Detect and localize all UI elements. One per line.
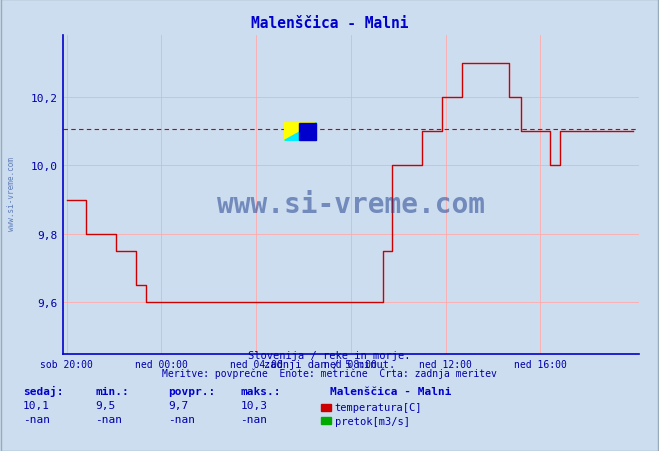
- Text: -nan: -nan: [96, 414, 123, 423]
- Text: -nan: -nan: [241, 414, 268, 423]
- Text: www.si-vreme.com: www.si-vreme.com: [217, 191, 485, 219]
- Text: -nan: -nan: [23, 414, 50, 423]
- Text: www.si-vreme.com: www.si-vreme.com: [7, 157, 16, 231]
- Text: pretok[m3/s]: pretok[m3/s]: [335, 416, 410, 426]
- Text: sedaj:: sedaj:: [23, 386, 63, 396]
- Text: zadnji dan / 5 minut.: zadnji dan / 5 minut.: [264, 359, 395, 369]
- Polygon shape: [285, 124, 316, 141]
- Text: 9,5: 9,5: [96, 400, 116, 410]
- Text: 10,1: 10,1: [23, 400, 50, 410]
- Text: min.:: min.:: [96, 387, 129, 396]
- Text: maks.:: maks.:: [241, 387, 281, 396]
- Text: povpr.:: povpr.:: [168, 387, 215, 396]
- Text: 9,7: 9,7: [168, 400, 188, 410]
- Polygon shape: [299, 124, 316, 141]
- Text: -nan: -nan: [168, 414, 195, 423]
- Text: Meritve: povprečne  Enote: metrične  Črta: zadnja meritev: Meritve: povprečne Enote: metrične Črta:…: [162, 367, 497, 378]
- Text: Malenščica - Malni: Malenščica - Malni: [330, 387, 451, 396]
- Text: Malenščica - Malni: Malenščica - Malni: [251, 16, 408, 31]
- Text: Slovenija / reke in morje.: Slovenija / reke in morje.: [248, 350, 411, 360]
- Polygon shape: [285, 124, 316, 141]
- Text: 10,3: 10,3: [241, 400, 268, 410]
- Text: temperatura[C]: temperatura[C]: [335, 402, 422, 412]
